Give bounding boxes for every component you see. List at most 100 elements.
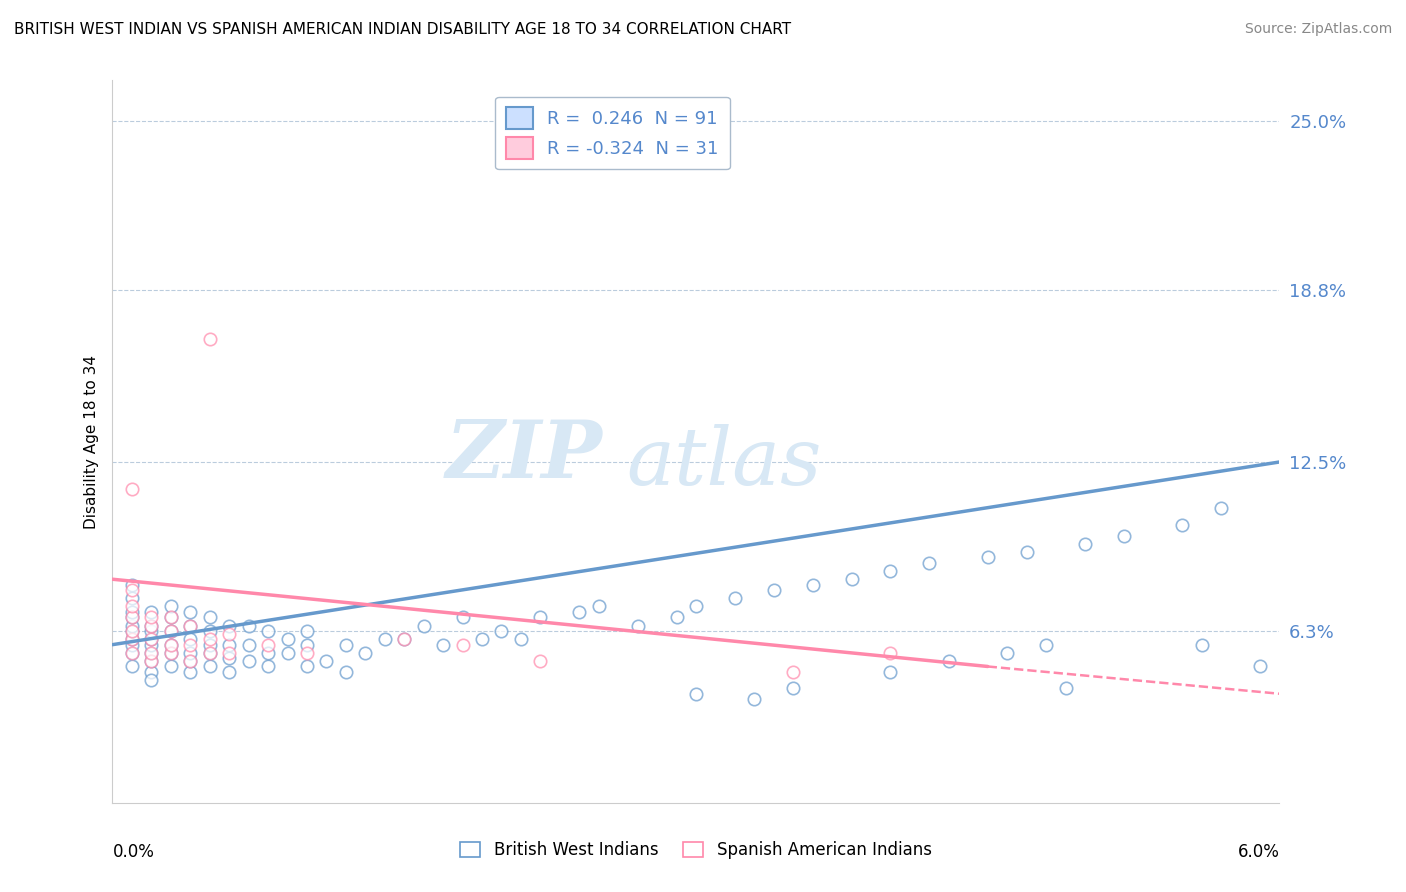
Point <box>160 599 183 614</box>
Point <box>121 618 143 632</box>
Point <box>121 577 143 591</box>
Point <box>198 646 221 660</box>
Point <box>685 599 707 614</box>
Point <box>879 646 901 660</box>
Point <box>394 632 416 647</box>
Point <box>160 624 183 638</box>
Point <box>160 638 183 652</box>
Point <box>179 618 201 632</box>
Point <box>257 638 280 652</box>
Point <box>374 632 396 647</box>
Point <box>432 638 454 652</box>
Point <box>879 564 901 578</box>
Point <box>529 654 551 668</box>
Text: 6.0%: 6.0% <box>1237 843 1279 861</box>
Point <box>665 610 688 624</box>
Text: atlas: atlas <box>626 425 821 502</box>
Point <box>121 624 143 638</box>
Point <box>218 638 240 652</box>
Point <box>295 659 318 673</box>
Point <box>295 638 318 652</box>
Point <box>141 638 163 652</box>
Point <box>141 646 163 660</box>
Point <box>782 681 804 696</box>
Point <box>179 605 201 619</box>
Point <box>179 665 201 679</box>
Point <box>782 665 804 679</box>
Point <box>141 618 163 632</box>
Point <box>160 646 183 660</box>
Point <box>801 577 824 591</box>
Text: Source: ZipAtlas.com: Source: ZipAtlas.com <box>1244 22 1392 37</box>
Point <box>141 610 163 624</box>
Point <box>1035 638 1057 652</box>
Point <box>1191 638 1213 652</box>
Point <box>121 610 143 624</box>
Point <box>257 659 280 673</box>
Point <box>295 646 318 660</box>
Point <box>471 632 494 647</box>
Point <box>724 591 747 606</box>
Point <box>121 632 143 647</box>
Point <box>121 583 143 598</box>
Point <box>141 632 163 647</box>
Point <box>179 654 201 668</box>
Point <box>141 624 163 638</box>
Point <box>160 638 183 652</box>
Point <box>218 626 240 640</box>
Point <box>121 599 143 614</box>
Point <box>394 632 416 647</box>
Point <box>160 610 183 624</box>
Point <box>918 556 941 570</box>
Point <box>938 654 960 668</box>
Point <box>276 646 298 660</box>
Point <box>627 618 650 632</box>
Point <box>276 632 298 647</box>
Point <box>509 632 531 647</box>
Point <box>1249 659 1271 673</box>
Point <box>198 632 221 647</box>
Point <box>141 605 163 619</box>
Point <box>238 618 260 632</box>
Point <box>879 665 901 679</box>
Point <box>198 610 221 624</box>
Point <box>1171 517 1194 532</box>
Text: ZIP: ZIP <box>446 417 603 495</box>
Point <box>491 624 513 638</box>
Point <box>1211 501 1233 516</box>
Point <box>121 638 143 652</box>
Point <box>121 646 143 660</box>
Point <box>179 646 201 660</box>
Point <box>257 624 280 638</box>
Point <box>1074 537 1097 551</box>
Point <box>141 646 163 660</box>
Text: BRITISH WEST INDIAN VS SPANISH AMERICAN INDIAN DISABILITY AGE 18 TO 34 CORRELATI: BRITISH WEST INDIAN VS SPANISH AMERICAN … <box>14 22 792 37</box>
Point <box>141 618 163 632</box>
Point <box>160 646 183 660</box>
Point <box>121 482 143 496</box>
Point <box>218 646 240 660</box>
Point <box>1054 681 1077 696</box>
Point <box>179 618 201 632</box>
Point <box>121 632 143 647</box>
Point <box>1112 528 1135 542</box>
Point <box>179 638 201 652</box>
Point <box>179 632 201 647</box>
Point <box>160 659 183 673</box>
Point <box>762 583 785 598</box>
Y-axis label: Disability Age 18 to 34: Disability Age 18 to 34 <box>83 354 98 529</box>
Point <box>976 550 998 565</box>
Point <box>141 632 163 647</box>
Point <box>141 654 163 668</box>
Point <box>744 692 766 706</box>
Point <box>257 646 280 660</box>
Point <box>160 624 183 638</box>
Point <box>238 638 260 652</box>
Point <box>198 659 221 673</box>
Point <box>354 646 377 660</box>
Point <box>315 654 337 668</box>
Point <box>121 646 143 660</box>
Legend: British West Indians, Spanish American Indians: British West Indians, Spanish American I… <box>460 841 932 860</box>
Point <box>141 654 163 668</box>
Point <box>198 638 221 652</box>
